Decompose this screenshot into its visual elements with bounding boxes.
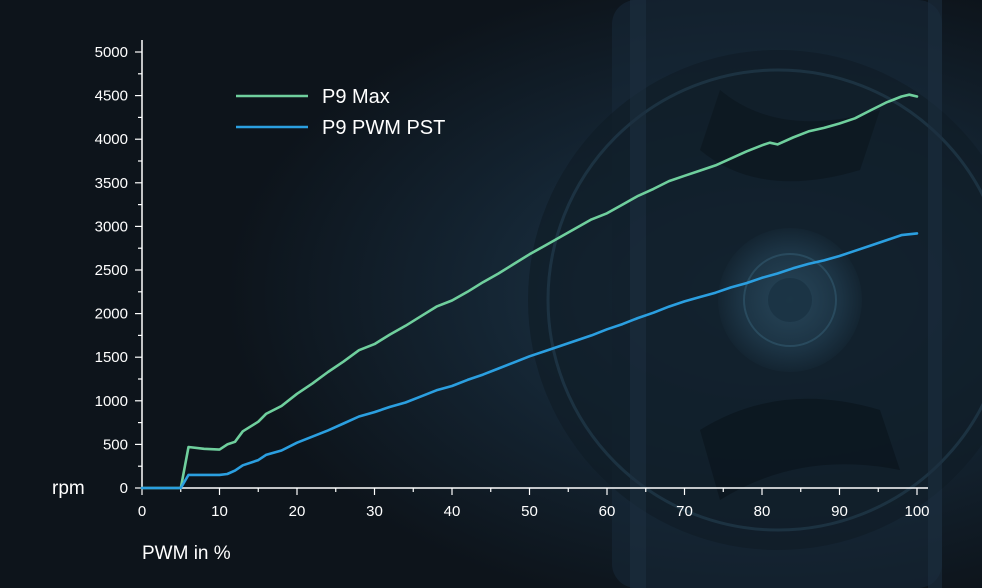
y-tick-label: 500	[103, 436, 128, 453]
y-tick-label: 2500	[95, 262, 128, 279]
series-layer	[140, 93, 919, 490]
series-line-p9-max	[140, 93, 919, 490]
x-tick-label: 0	[138, 503, 146, 520]
x-tick-label: 60	[599, 503, 616, 520]
y-axis-ticks: 0 500 1000 1500 2000 2500 3000 3500 4000 4500 5000	[95, 44, 142, 497]
y-tick-label: 1500	[95, 349, 128, 366]
y-tick-label: 5000	[95, 44, 128, 61]
x-tick-label: 100	[904, 503, 929, 520]
legend-label-p9-pwm-pst: P9 PWM PST	[322, 117, 445, 139]
x-tick-label: 30	[366, 503, 383, 520]
x-tick-label: 50	[521, 503, 538, 520]
x-tick-label: 70	[676, 503, 693, 520]
x-tick-label: 10	[211, 503, 228, 520]
y-tick-label: 4000	[95, 131, 128, 148]
legend: P9 Max P9 PWM PST	[236, 86, 445, 139]
series-line-p9-pwm-pst	[140, 232, 919, 490]
x-tick-label: 90	[831, 503, 848, 520]
y-tick-label: 3000	[95, 218, 128, 235]
y-tick-label: 2000	[95, 306, 128, 323]
y-axis-title: rpm	[52, 478, 85, 499]
y-tick-label: 3500	[95, 175, 128, 192]
x-axis-title: PWM in %	[142, 543, 231, 564]
legend-label-p9-max: P9 Max	[322, 86, 390, 108]
y-tick-label: 0	[120, 480, 128, 497]
x-tick-label: 40	[444, 503, 461, 520]
x-tick-label: 20	[289, 503, 306, 520]
y-tick-label: 1000	[95, 393, 128, 410]
y-tick-label: 4500	[95, 88, 128, 105]
x-tick-label: 80	[754, 503, 771, 520]
